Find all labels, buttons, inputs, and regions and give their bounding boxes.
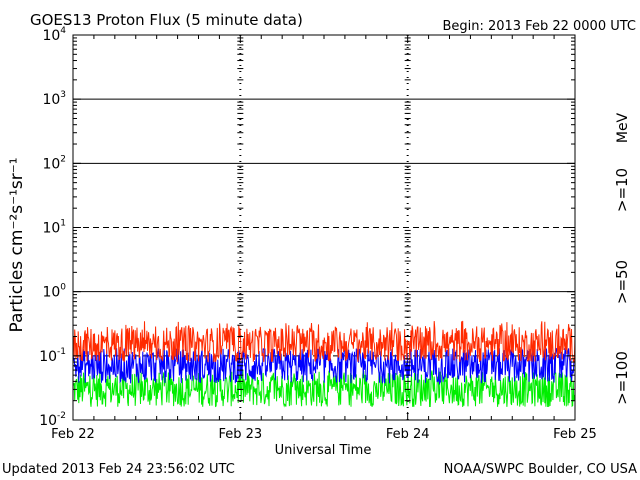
unit-label: MeV [615,112,631,143]
legend-series-100: >=100 [613,351,631,405]
y-tick-label: 102 [42,154,66,172]
chart-title: GOES13 Proton Flux (5 minute data) [30,11,303,29]
y-tick-label: 104 [42,26,66,44]
x-tick-label: Feb 23 [218,427,262,442]
y-tick-label: 10-2 [39,411,66,429]
legend-series-50: >=50 [613,260,631,304]
y-tick-label: 100 [42,283,66,301]
series-line-10 [72,320,576,364]
x-tick-label: Feb 24 [386,427,430,442]
x-tick-label: Feb 22 [51,427,95,442]
y-axis-label: Particles cm⁻²s⁻¹sr⁻¹ [7,157,27,332]
updated-timestamp: Updated 2013 Feb 24 23:56:02 UTC [2,462,235,477]
x-tick-label: Feb 25 [553,427,597,442]
axis-layer: 10-2 10-1 100 101 102 103 104 Feb 22 Feb 23 Feb 2… [39,26,597,442]
begin-label: Begin: 2013 Feb 22 0000 UTC [442,19,636,34]
source-credit: NOAA/SWPC Boulder, CO USA [444,462,637,477]
x-axis-label: Universal Time [275,443,372,458]
y-tick-label: 103 [42,90,66,108]
y-tick-label: 101 [42,219,66,237]
legend-series-10: >=10 [613,168,631,212]
y-tick-label: 10-1 [39,347,66,365]
series-layer [72,320,576,408]
